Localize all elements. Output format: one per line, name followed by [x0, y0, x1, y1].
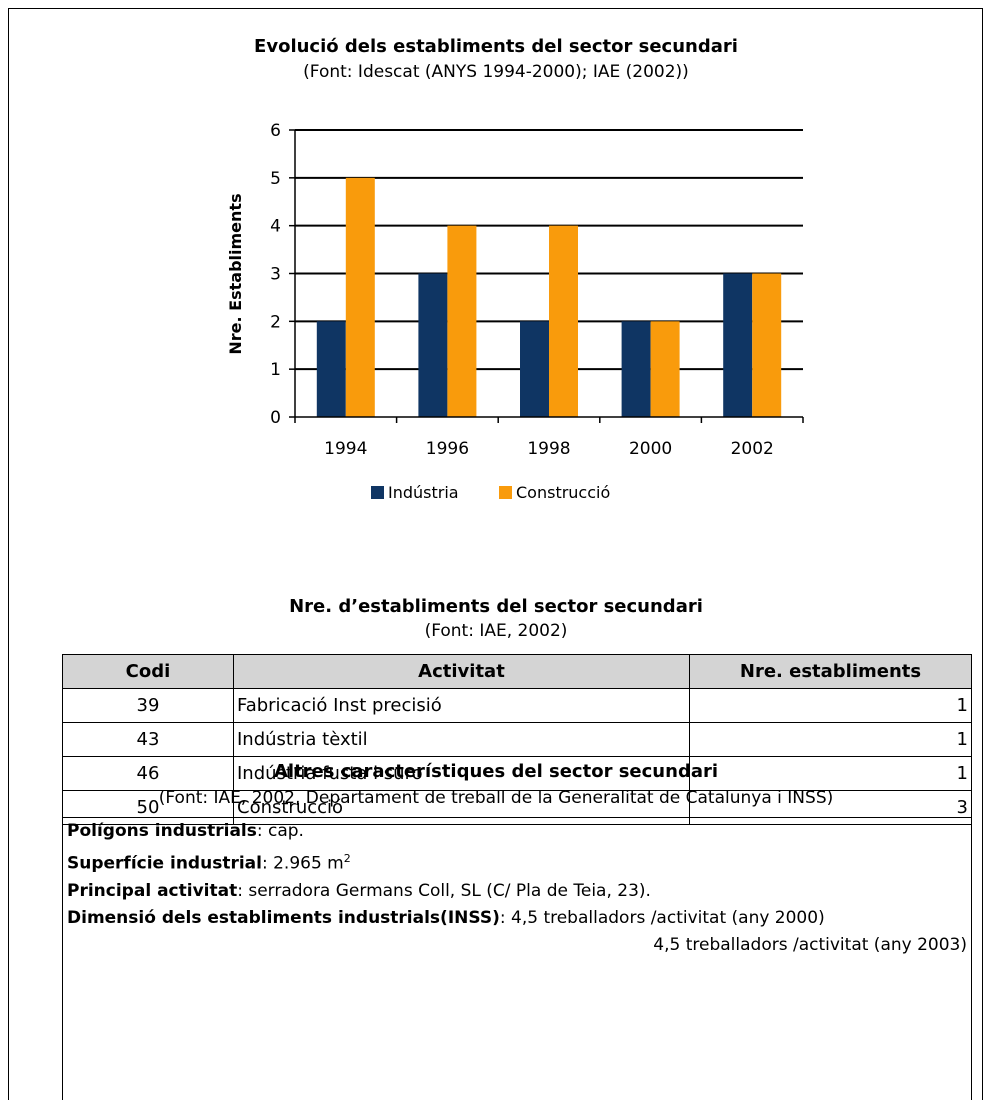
cell-count: 1 — [689, 722, 972, 757]
legend-label: Construcció — [516, 483, 610, 502]
chart-title: Evolució dels establiments del sector se… — [254, 36, 738, 57]
legend-swatch — [499, 486, 512, 499]
y-tick-label: 1 — [270, 360, 281, 380]
cell-activitat: Construcció — [233, 790, 690, 825]
superficie-value: : 2.965 m — [261, 853, 344, 874]
dimensio-label: Dimensió dels establiments industrials(I… — [67, 907, 500, 928]
superficie-label: Superfície industrial — [67, 853, 262, 874]
table-row: 50 Construcció 3 — [62, 790, 972, 825]
dimensio-line-2: 4,5 treballadors /activitat (any 2003) — [67, 932, 967, 959]
poligons-line: Polígons industrials: cap. — [67, 818, 967, 845]
y-tick-label: 2 — [270, 312, 281, 332]
cell-codi: 50 — [62, 790, 234, 825]
activitat-label: Principal activitat — [67, 880, 238, 901]
poligons-label: Polígons industrials — [67, 821, 257, 841]
activitat-value: : serradora Germans Coll, SL (C/ Pla de … — [237, 880, 651, 901]
x-tick-label: 1996 — [426, 439, 469, 459]
bar-construcció — [447, 225, 477, 417]
header-nre-establiments: Nre. establiments — [689, 654, 972, 689]
bar-construcció — [345, 177, 375, 417]
dimensio-value-2: 4,5 treballadors /activitat (any 2003) — [653, 934, 967, 955]
poligons-value: : cap. — [256, 821, 304, 841]
activitat-line: Principal activitat: serradora Germans C… — [67, 878, 967, 905]
table-row: 43 Indústria tèxtil 1 — [62, 722, 972, 757]
table-title: Nre. d’establiments del sector secundari — [289, 596, 703, 617]
superficie-superscript: 2 — [343, 852, 351, 865]
superficie-line: Superfície industrial: 2.965 m2 — [67, 845, 967, 878]
x-tick-label: 1998 — [527, 439, 570, 459]
x-tick-label: 1994 — [324, 439, 367, 459]
other-source: (Font: IAE, 2002, Departament de treball… — [158, 788, 834, 808]
dimensio-line: Dimensió dels establiments industrials(I… — [67, 905, 967, 932]
cell-count: 1 — [689, 688, 972, 723]
y-tick-label: 5 — [270, 169, 281, 189]
y-tick-label: 3 — [270, 265, 281, 285]
bar-indústria — [520, 321, 549, 417]
bar-construcció — [650, 321, 680, 417]
cell-codi: 39 — [62, 688, 234, 723]
table-row: 39 Fabricació Inst precisió 1 — [62, 688, 972, 723]
bar-construcció — [549, 225, 578, 417]
dimensio-value: : 4,5 treballadors /activitat (any 2000) — [499, 907, 825, 928]
table-source: (Font: IAE, 2002) — [424, 621, 568, 641]
page-frame — [8, 8, 983, 1100]
bar-indústria — [316, 321, 346, 417]
establishments-table: Codi Activitat Nre. establiments 39 Fabr… — [62, 654, 972, 825]
cell-activitat: Fabricació Inst precisió — [233, 688, 690, 723]
y-tick-label: 6 — [270, 121, 281, 141]
chart-source: (Font: Idescat (ANYS 1994-2000); IAE (20… — [303, 62, 689, 82]
table-header-row: Codi Activitat Nre. establiments — [62, 654, 972, 689]
table-row: 46 Indústria fusta i suro 1 — [62, 756, 972, 791]
legend-swatch — [371, 486, 384, 499]
y-axis-label: Nre. Establiments — [226, 193, 245, 354]
other-title: Altres característiques del sector secun… — [273, 761, 719, 782]
y-tick-label: 4 — [270, 217, 281, 237]
bar-indústria — [723, 273, 753, 417]
legend-label: Indústria — [388, 483, 459, 502]
header-activitat: Activitat — [233, 654, 690, 689]
bar-chart: 0 1 2 3 4 5 6 1994 1996 1998 2000 2002 Nre. Establ… — [226, 121, 804, 502]
cell-activitat: Indústria tèxtil — [233, 722, 690, 757]
bar-indústria — [418, 273, 448, 417]
header-codi: Codi — [62, 654, 234, 689]
cell-activitat: Indústria fusta i suro — [233, 756, 690, 791]
y-tick-label: 0 — [270, 408, 281, 428]
x-tick-label: 2000 — [629, 439, 672, 459]
bar-construcció — [752, 273, 782, 417]
x-tick-label: 2002 — [731, 439, 774, 459]
bar-indústria — [621, 321, 651, 417]
cell-count: 3 — [689, 790, 972, 825]
characteristics-box: Polígons industrials: cap. Superfície in… — [62, 817, 972, 1100]
cell-codi: 43 — [62, 722, 234, 757]
cell-count: 1 — [689, 756, 972, 791]
